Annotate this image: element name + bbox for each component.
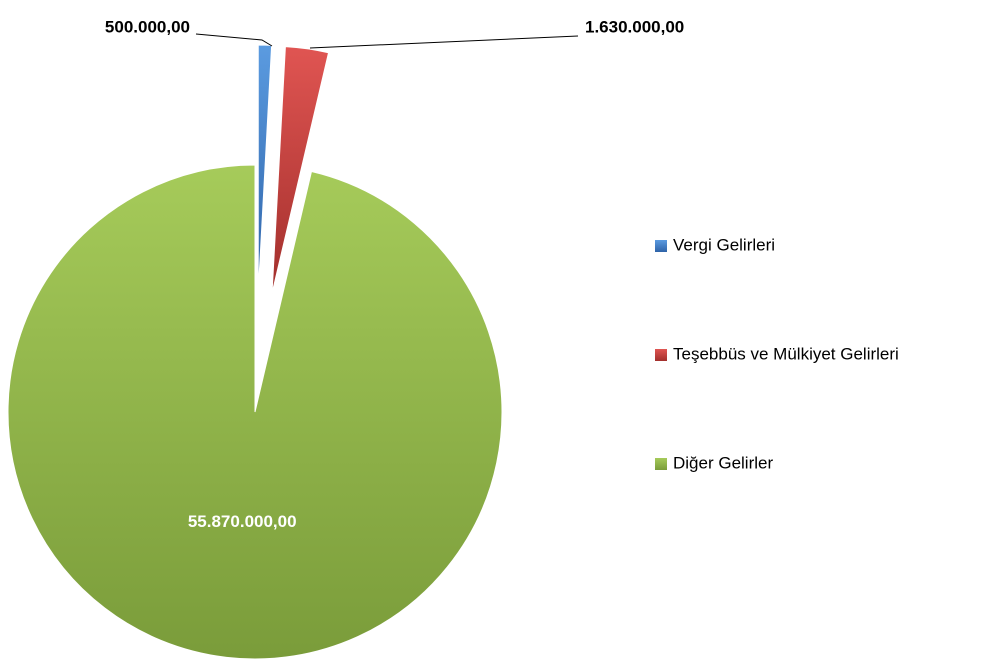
legend-label: Vergi Gelirleri <box>673 235 775 254</box>
pie-slice <box>7 164 503 660</box>
data-label: 55.870.000,00 <box>188 512 297 531</box>
data-label: 500.000,00 <box>105 17 190 36</box>
legend-label: Teşebbüs ve Mülkiyet Gelirleri <box>673 344 899 363</box>
pie-slice <box>271 46 330 294</box>
leader-line <box>195 33 273 47</box>
pie-slice <box>257 44 273 293</box>
leader-line <box>309 35 579 49</box>
legend-swatch <box>655 458 667 470</box>
data-label: 1.630.000,00 <box>585 17 684 36</box>
legend-label: Diğer Gelirler <box>673 453 773 472</box>
legend-swatch <box>655 349 667 361</box>
legend-swatch <box>655 240 667 252</box>
